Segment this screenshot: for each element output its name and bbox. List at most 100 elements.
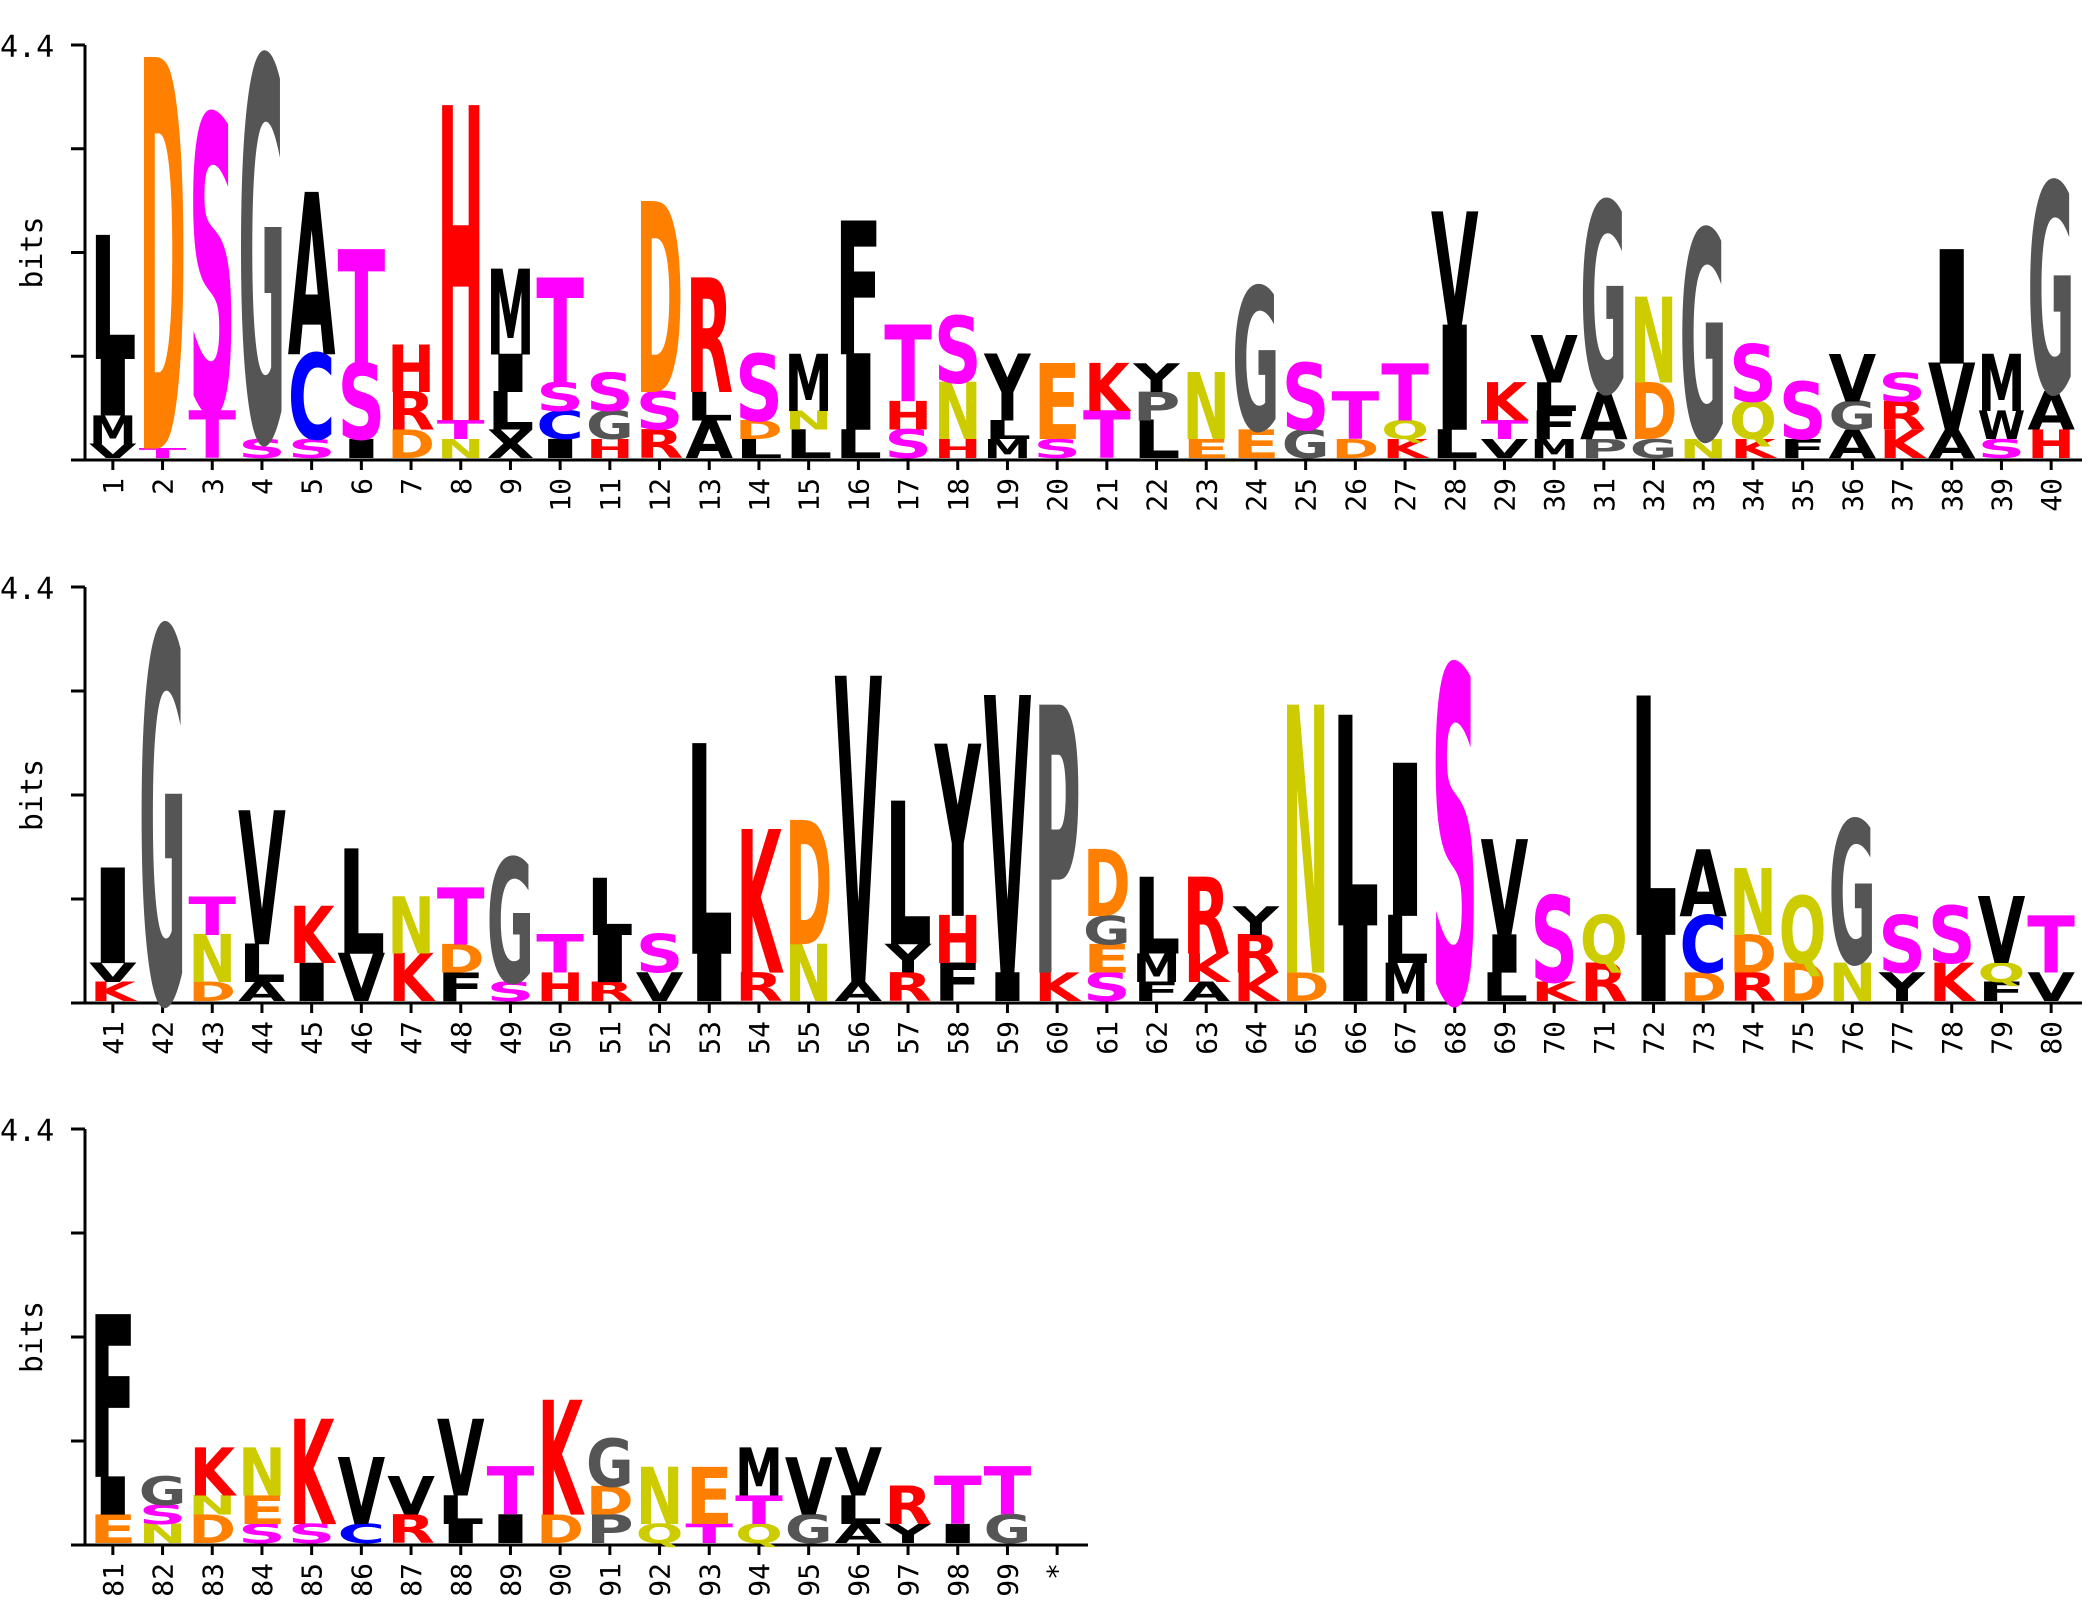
position-label: 49 — [494, 1021, 527, 1055]
residue-R: R — [735, 965, 783, 1011]
position-label: 87 — [395, 1563, 428, 1597]
residue-G: G — [1282, 422, 1330, 468]
residue-S: S — [1530, 872, 1578, 1010]
residue-Q: Q — [636, 1519, 684, 1550]
residue-E: E — [1033, 341, 1081, 463]
residue-V: V — [89, 958, 137, 988]
position-label: 50 — [544, 1021, 577, 1055]
residue-S: S — [934, 298, 982, 405]
residue-A: A — [835, 977, 883, 1007]
residue-M: M — [1978, 340, 2026, 431]
position-label: 35 — [1787, 478, 1820, 512]
residue-D: D — [437, 936, 485, 982]
residue-A: A — [1182, 977, 1230, 1007]
position-label: 60 — [1041, 1021, 1074, 1055]
residue-H: H — [387, 332, 435, 408]
residue-L: L — [1133, 856, 1181, 979]
residue-E: E — [1182, 434, 1230, 464]
residue-I: I — [437, 1519, 485, 1550]
residue-I: I — [1332, 903, 1380, 1026]
residue-V: V — [1481, 434, 1529, 464]
position-label: 16 — [842, 478, 875, 512]
residue-G: G — [586, 1425, 634, 1502]
residue-T: T — [338, 218, 386, 401]
residue-L: L — [685, 385, 733, 430]
position-label: 84 — [246, 1563, 279, 1597]
residue-S: S — [139, 1500, 187, 1531]
residue-G: G — [1580, 149, 1628, 454]
position-label: 64 — [1240, 1021, 1273, 1055]
residue-K: K — [1382, 434, 1430, 464]
position-label: 66 — [1339, 1021, 1372, 1055]
position-label: 17 — [892, 478, 925, 512]
residue-P: P — [1133, 384, 1181, 430]
residue-S: S — [884, 421, 932, 467]
residue-K: K — [1730, 434, 1778, 464]
position-label: 26 — [1339, 478, 1372, 512]
residue-R: R — [586, 977, 634, 1007]
position-label: 14 — [743, 478, 776, 512]
residue-V: V — [1978, 879, 2026, 986]
residue-S: S — [1878, 365, 1926, 411]
residue-T: T — [437, 871, 485, 963]
residue-T: T — [188, 397, 236, 473]
residue-R: R — [1182, 857, 1230, 979]
residue-S: S — [1978, 434, 2026, 465]
residue-S: S — [1878, 900, 1926, 992]
residue-T: T — [437, 415, 485, 445]
residue-T: T — [487, 1454, 535, 1530]
position-label: 47 — [395, 1021, 428, 1055]
residue-Y: Y — [984, 335, 1032, 442]
residue-K: K — [1183, 946, 1231, 992]
position-label: * — [1041, 1563, 1074, 1580]
position-label: 38 — [1936, 478, 1969, 512]
residue-D: D — [1083, 832, 1131, 939]
position-label: 46 — [345, 1021, 378, 1055]
position-label: 27 — [1389, 478, 1422, 512]
residue-V: V — [338, 1440, 386, 1547]
residue-R: R — [387, 381, 435, 442]
residue-E: E — [238, 1488, 286, 1534]
position-label: 58 — [942, 1021, 975, 1055]
position-label: 31 — [1588, 478, 1621, 512]
residue-L: L — [586, 863, 634, 954]
residue-K: K — [1879, 422, 1927, 468]
position-label: 10 — [544, 478, 577, 512]
residue-G: G — [2027, 126, 2075, 461]
residue-L: L — [685, 685, 733, 1022]
position-label: 96 — [842, 1563, 875, 1597]
residue-G: G — [1083, 908, 1131, 954]
residue-X: X — [487, 422, 535, 468]
residue-A: A — [2027, 382, 2075, 442]
residue-Y: Y — [934, 696, 982, 972]
residue-H: H — [536, 965, 584, 1011]
residue-S: S — [1083, 964, 1131, 1010]
position-label: 29 — [1488, 478, 1521, 512]
position-label: 79 — [1985, 1021, 2018, 1055]
residue-L: L — [735, 434, 783, 464]
position-label: 61 — [1091, 1021, 1124, 1055]
position-label: 45 — [296, 1021, 329, 1055]
residue-D: D — [1729, 924, 1777, 985]
residue-L: L — [1431, 422, 1479, 467]
residue-F: F — [1779, 434, 1827, 464]
residue-I: I — [1481, 924, 1529, 985]
residue-L: L — [984, 415, 1032, 445]
residue-V: V — [1829, 341, 1877, 417]
residue-Q: Q — [1729, 391, 1777, 452]
logo-row-3: 4.4bits81EIF82NSG83DNK84SEN85SK86CV87RV8… — [0, 1114, 1088, 1597]
position-label: 73 — [1687, 1021, 1720, 1055]
residue-I: I — [536, 434, 584, 465]
position-label: 57 — [892, 1021, 925, 1055]
residue-S: S — [288, 434, 336, 465]
position-label: 6 — [345, 478, 378, 495]
position-label: 72 — [1638, 1021, 1671, 1055]
residue-V: V — [338, 941, 386, 1017]
residue-K: K — [289, 1392, 337, 1560]
residue-N: N — [1828, 952, 1876, 1013]
position-label: 88 — [445, 1563, 478, 1597]
position-label: 74 — [1737, 1021, 1770, 1055]
residue-I: I — [586, 921, 634, 998]
residue-L: L — [1133, 410, 1181, 471]
